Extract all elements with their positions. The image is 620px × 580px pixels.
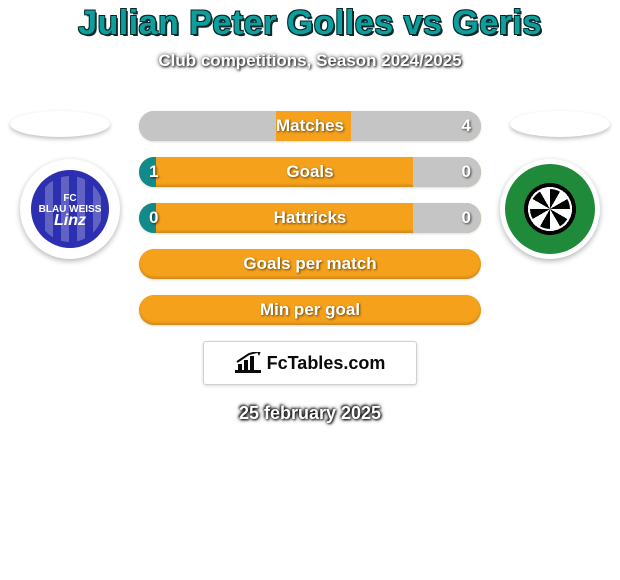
stat-bar: Goals10 [139,157,481,187]
date-label: 25 february 2025 [0,403,620,424]
page-subtitle: Club competitions, Season 2024/2025 [0,51,620,71]
bar-fill-right [413,157,481,187]
player-disc-left [10,111,110,137]
bar-fill-left [139,157,156,187]
team-logo-left: FC BLAU WEISS Linz [20,159,120,259]
stat-bars: Matches4 Goals10 Hattricks00 Goals per matc… [139,111,481,325]
shield-icon: FC BLAU WEISS Linz [31,170,109,248]
stat-bar: Matches4 [139,111,481,141]
page-title: Julian Peter Golles vs Geris [0,4,620,43]
stage: FC BLAU WEISS Linz Matches4 Goals10 Hattri… [0,111,620,424]
logo-text-line: Linz [39,215,102,226]
bar-fill-left [139,203,156,233]
brand-badge[interactable]: FcTables.com [203,341,417,385]
bar-center-seg [276,111,351,141]
team-logo-right [500,159,600,259]
bar-label: Min per goal [139,295,481,325]
team-logo-left-text: FC BLAU WEISS Linz [39,193,102,226]
bar-fill-right [413,203,481,233]
ball-icon [505,164,595,254]
logo-text-line: FC [39,193,102,204]
stat-bar: Min per goal [139,295,481,325]
stat-bar: Goals per match [139,249,481,279]
comparison-card: Julian Peter Golles vs Geris Club compet… [0,0,620,424]
stat-bar: Hattricks00 [139,203,481,233]
player-disc-right [510,111,610,137]
bar-label: Goals per match [139,249,481,279]
chart-icon [235,352,261,374]
brand-text: FcTables.com [267,353,386,374]
